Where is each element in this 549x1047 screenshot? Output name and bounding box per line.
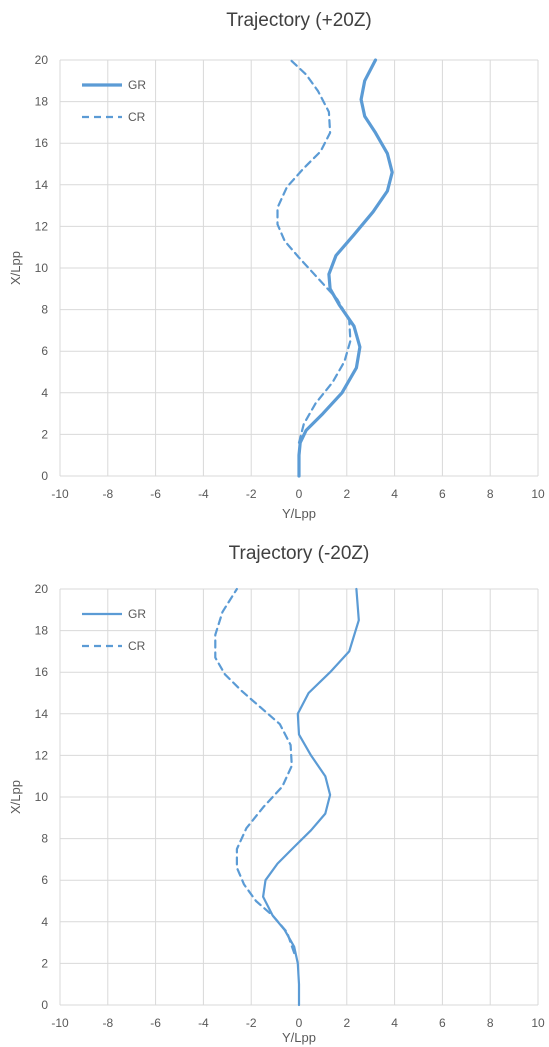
x-tick-label: -4 (198, 1016, 209, 1030)
legend-label-cr: CR (128, 110, 146, 124)
x-tick-label: 6 (439, 487, 446, 501)
y-tick-label: 6 (41, 873, 48, 887)
legend: GR CR (82, 607, 146, 653)
x-tick-label: 10 (531, 1016, 545, 1030)
y-axis-label: X/Lpp (8, 251, 23, 285)
y-tick-label: 20 (35, 582, 49, 596)
x-tick-label: -10 (51, 487, 69, 501)
x-axis-label: Y/Lpp (282, 1030, 316, 1045)
grid (59, 588, 539, 1006)
x-tick-label: -2 (246, 487, 257, 501)
y-tick-label: 0 (41, 998, 48, 1012)
y-tick-label: 4 (41, 386, 48, 400)
x-tick-label: 10 (531, 487, 545, 501)
x-tick-label: 8 (487, 1016, 494, 1030)
y-tick-label: 2 (41, 956, 48, 970)
y-tick-label: 14 (35, 707, 49, 721)
legend: GR CR (82, 78, 146, 124)
y-axis-label: X/Lpp (8, 780, 23, 814)
series-line-cr (276, 58, 352, 444)
x-tick-label: 2 (343, 487, 350, 501)
series-line-cr (214, 587, 296, 955)
x-tick-label: 2 (343, 1016, 350, 1030)
legend-label-cr: CR (128, 639, 146, 653)
legend-label-gr: GR (128, 607, 146, 621)
x-tick-label: 8 (487, 487, 494, 501)
y-tick-label: 8 (41, 832, 48, 846)
y-tick-label: 20 (35, 53, 49, 67)
y-tick-label: 4 (41, 915, 48, 929)
x-axis-label: Y/Lpp (282, 506, 316, 521)
chart-2: Trajectory (-20Z) -10 -8 -6 -4 -2 0 2 4 6 8 10 0 2 4 6 8… (8, 543, 545, 1045)
y-tick-label: 10 (35, 790, 49, 804)
y-tick-label: 18 (35, 624, 49, 638)
x-tick-label: -4 (198, 487, 209, 501)
x-tick-label: -6 (150, 1016, 161, 1030)
x-tick-label: 4 (391, 1016, 398, 1030)
y-tick-label: 2 (41, 427, 48, 441)
y-tick-label: 16 (35, 665, 49, 679)
y-tick-label: 10 (35, 261, 49, 275)
series-line-gr (297, 58, 394, 478)
y-tick-label: 18 (35, 95, 49, 109)
x-tick-label: 4 (391, 487, 398, 501)
chart-title: Trajectory (-20Z) (229, 543, 370, 564)
x-tick-label: -2 (246, 1016, 257, 1030)
chart-title: Trajectory (+20Z) (226, 10, 372, 31)
x-tick-label: 0 (296, 1016, 303, 1030)
y-tick-label: 12 (35, 219, 49, 233)
y-tick-label: 8 (41, 303, 48, 317)
x-tick-label: -10 (51, 1016, 69, 1030)
x-tick-label: 6 (439, 1016, 446, 1030)
y-tick-label: 0 (41, 469, 48, 483)
y-tick-label: 16 (35, 136, 49, 150)
y-tick-label: 6 (41, 344, 48, 358)
y-tick-label: 14 (35, 178, 49, 192)
x-tick-label: 0 (296, 487, 303, 501)
x-tick-label: -8 (102, 1016, 113, 1030)
chart-1: Trajectory (+20Z) -10 -8 -6 -4 -2 0 2 4 6 8 10 0 2 4 6 8… (8, 10, 545, 521)
y-tick-label: 12 (35, 748, 49, 762)
x-tick-label: -8 (102, 487, 113, 501)
grid (59, 59, 539, 477)
legend-label-gr: GR (128, 78, 146, 92)
x-tick-label: -6 (150, 487, 161, 501)
